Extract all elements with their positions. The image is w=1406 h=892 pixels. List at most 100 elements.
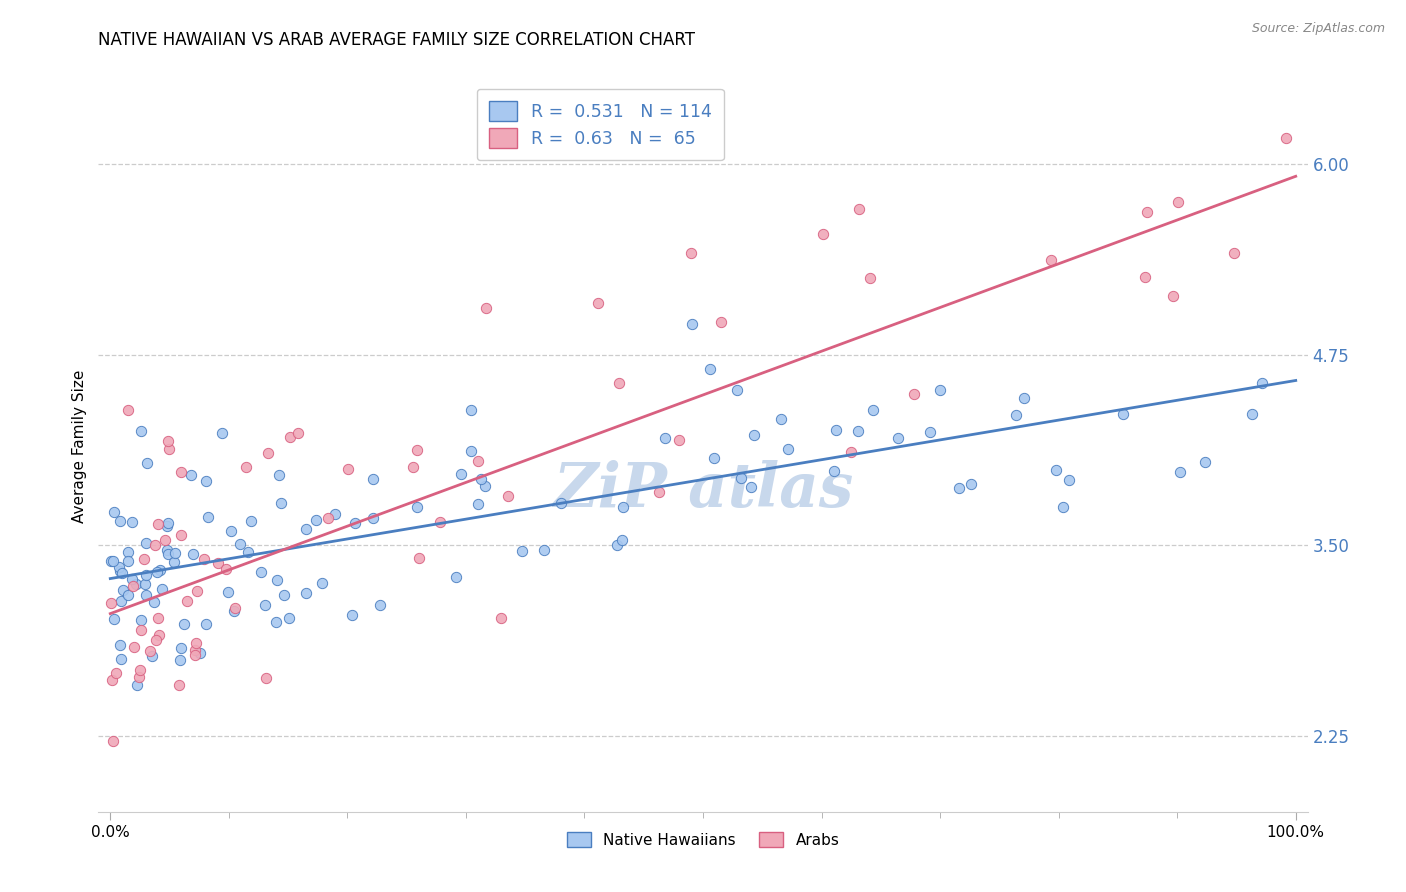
Point: [117, 402, 139, 417]
Point: [236, 544, 259, 558]
Point: [470, 471, 492, 485]
Point: [239, 514, 262, 528]
Point: [121, 572, 143, 586]
Point: [1240, 407, 1263, 421]
Point: [778, 442, 800, 457]
Point: [254, 599, 277, 613]
Point: [959, 476, 981, 491]
Point: [264, 615, 287, 630]
Point: [145, 632, 167, 647]
Point: [467, 497, 489, 511]
Point: [1005, 408, 1028, 422]
Point: [586, 296, 609, 310]
Point: [460, 444, 482, 458]
Point: [170, 640, 193, 655]
Point: [110, 651, 132, 665]
Point: [475, 301, 498, 315]
Point: [181, 547, 204, 561]
Point: [654, 431, 676, 445]
Point: [316, 511, 339, 525]
Point: [101, 673, 124, 688]
Point: [405, 442, 427, 457]
Point: [668, 433, 690, 447]
Point: [1112, 407, 1135, 421]
Point: [100, 554, 122, 568]
Point: [135, 567, 157, 582]
Point: [139, 644, 162, 658]
Point: [256, 446, 278, 460]
Point: [219, 524, 242, 538]
Point: [101, 733, 124, 747]
Point: [510, 544, 533, 558]
Point: [1167, 195, 1189, 210]
Point: [1136, 205, 1159, 219]
Point: [266, 573, 288, 587]
Point: [699, 361, 721, 376]
Point: [143, 538, 166, 552]
Point: [311, 575, 333, 590]
Point: [110, 594, 132, 608]
Point: [460, 403, 482, 417]
Point: [173, 616, 195, 631]
Point: [769, 412, 792, 426]
Point: [725, 383, 748, 397]
Point: [1194, 455, 1216, 469]
Point: [170, 527, 193, 541]
Point: [104, 665, 127, 680]
Point: [101, 554, 124, 568]
Point: [183, 648, 205, 662]
Point: [224, 604, 246, 618]
Point: [148, 627, 170, 641]
Point: [928, 384, 950, 398]
Point: [337, 462, 360, 476]
Point: [103, 505, 125, 519]
Point: [131, 613, 153, 627]
Point: [948, 481, 970, 495]
Point: [612, 500, 634, 514]
Point: [197, 510, 219, 524]
Point: [157, 442, 180, 457]
Point: [107, 560, 129, 574]
Point: [450, 467, 472, 482]
Point: [156, 543, 179, 558]
Point: [887, 431, 910, 445]
Point: [361, 472, 384, 486]
Point: [167, 678, 190, 692]
Text: NATIVE HAWAIIAN VS ARAB AVERAGE FAMILY SIZE CORRELATION CHART: NATIVE HAWAIIAN VS ARAB AVERAGE FAMILY S…: [98, 31, 696, 49]
Point: [100, 596, 122, 610]
Point: [1045, 463, 1067, 477]
Point: [270, 496, 292, 510]
Point: [128, 664, 150, 678]
Point: [235, 459, 257, 474]
Point: [135, 536, 157, 550]
Point: [278, 610, 301, 624]
Point: [918, 425, 941, 439]
Point: [224, 600, 246, 615]
Point: [250, 565, 273, 579]
Point: [146, 566, 169, 580]
Point: [121, 515, 143, 529]
Point: [294, 586, 316, 600]
Point: [1168, 465, 1191, 479]
Point: [267, 467, 290, 482]
Point: [207, 556, 229, 570]
Point: [709, 316, 731, 330]
Point: [135, 588, 157, 602]
Point: [730, 470, 752, 484]
Point: [155, 518, 177, 533]
Point: [846, 425, 869, 439]
Point: [156, 434, 179, 448]
Point: [111, 566, 134, 580]
Point: [110, 638, 132, 652]
Point: [127, 678, 149, 692]
Point: [607, 376, 630, 391]
Point: [304, 513, 326, 527]
Point: [1014, 391, 1036, 405]
Point: [823, 464, 845, 478]
Point: [117, 545, 139, 559]
Point: [550, 495, 572, 509]
Point: [323, 507, 346, 521]
Point: [405, 500, 427, 515]
Y-axis label: Average Family Size: Average Family Size: [72, 369, 87, 523]
Legend: Native Hawaiians, Arabs: Native Hawaiians, Arabs: [560, 824, 846, 855]
